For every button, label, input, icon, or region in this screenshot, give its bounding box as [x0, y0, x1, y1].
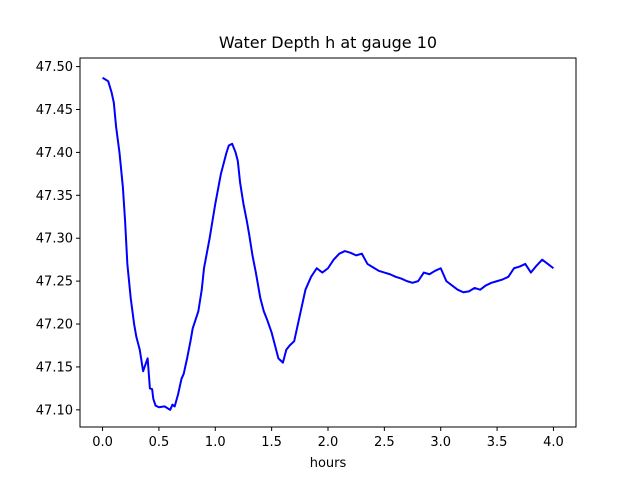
y-tick-label: 47.10 — [36, 403, 73, 418]
y-tick-label: 47.15 — [36, 360, 73, 375]
x-tick-label: 4.0 — [543, 435, 564, 450]
chart-title: Water Depth h at gauge 10 — [219, 33, 437, 52]
y-tick-label: 47.50 — [36, 60, 73, 75]
x-tick-label: 2.0 — [318, 435, 339, 450]
y-tick-label: 47.35 — [36, 189, 73, 204]
x-axis-label: hours — [310, 456, 347, 471]
x-tick-label: 2.5 — [374, 435, 395, 450]
x-tick-label: 0.5 — [149, 435, 170, 450]
y-tick-label: 47.45 — [36, 103, 73, 118]
y-axis: 47.10 47.15 47.20 47.25 47.30 47.35 47.40 47.45… — [36, 60, 80, 418]
series-line-0 — [102, 76, 555, 411]
x-tick-label: 3.0 — [430, 435, 451, 450]
x-axis: 0.0 0.5 1.0 1.5 2.0 2.5 3.0 3.5 4.0 — [92, 427, 564, 450]
x-tick-label: 1.0 — [205, 435, 226, 450]
x-tick-label: 0.0 — [92, 435, 113, 450]
y-tick-label: 47.40 — [36, 146, 73, 161]
x-tick-label: 3.5 — [487, 435, 508, 450]
x-tick-label: 1.5 — [261, 435, 282, 450]
y-tick-label: 47.20 — [36, 318, 73, 333]
y-tick-label: 47.25 — [36, 275, 73, 290]
y-tick-label: 47.30 — [36, 232, 73, 247]
